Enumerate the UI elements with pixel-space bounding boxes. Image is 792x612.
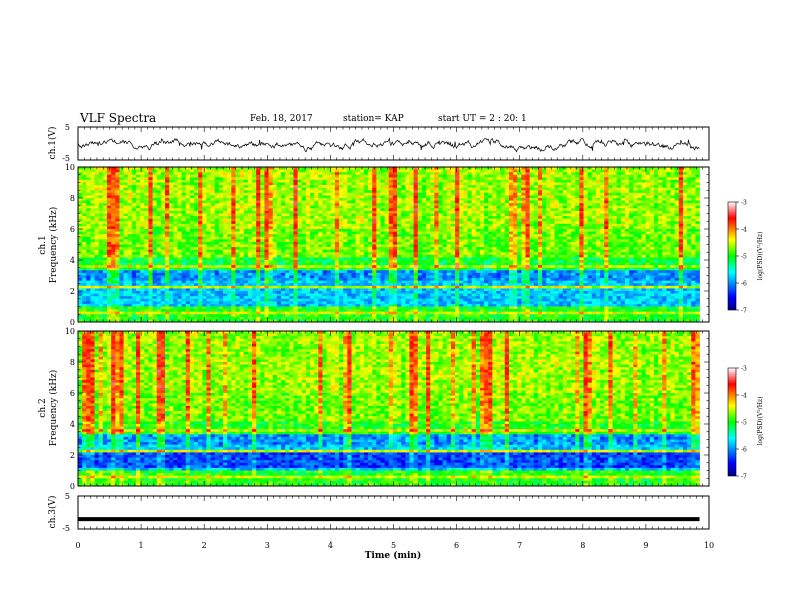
- time-axis-tick-labels: 0 1 2 3 4 5 6 7 8 9 10: [75, 541, 714, 550]
- colorbar-tick-label: -4: [741, 227, 747, 234]
- time-tick-label: 4: [328, 541, 333, 550]
- frequency-tick-label: 0: [70, 318, 75, 327]
- frequency-tick-label: 6: [70, 389, 75, 398]
- ch2-channel-label: ch.2: [38, 398, 48, 417]
- time-tick-label: 6: [454, 541, 459, 550]
- chart-title: VLF Spectra: [80, 111, 157, 125]
- ch2-spectrogram-yticks: 0 2 4 6 8 10: [65, 327, 709, 491]
- ch2-colorbar: [727, 367, 737, 477]
- ch1-colorbar: [727, 201, 737, 311]
- ch1-waveform-panel: 5 -5 ch.1(V): [47, 123, 710, 163]
- ch3-waveform-panel: 0 1 2 3 4 5 6 7 8 9 10 5 -5 ch.3(V) Time (min): [47, 492, 714, 561]
- colorbar-tick-label: -3: [741, 200, 747, 207]
- colorbar-tick-label: -6: [741, 447, 747, 454]
- ch3-waveform-xticks: [77, 496, 710, 529]
- colorbar-tick-label: -3: [741, 366, 747, 373]
- frequency-tick-label: 4: [70, 420, 75, 429]
- colorbar-tick-label: -7: [741, 308, 747, 315]
- colorbar-tick-label: -7: [741, 474, 747, 481]
- ch1-spectrogram-image: [78, 167, 700, 323]
- colorbar-tick-label: -5: [741, 420, 747, 427]
- ch2-colorbar-label: log(PSD)(V²/Hz): [757, 397, 764, 446]
- ch1-channel-label: ch.1: [38, 235, 48, 254]
- ch1-frequency-ylabel: Frequency (kHz): [48, 207, 59, 284]
- time-tick-label: 3: [265, 541, 270, 550]
- start-ut-label: start UT = 2 : 20: 1: [438, 114, 527, 124]
- ch1-ytick-neg5: -5: [62, 154, 70, 163]
- frequency-tick-label: 2: [70, 451, 75, 460]
- ch1-spectrogram-xticks: [77, 167, 710, 322]
- colorbar-tick-label: -4: [741, 393, 747, 400]
- frequency-tick-label: 6: [70, 225, 75, 234]
- colorbar-tick-label: -5: [741, 254, 747, 261]
- frequency-tick-label: 10: [65, 163, 75, 172]
- ch2-colorbar-ticks: -3 -4 -5 -6 -7: [736, 366, 747, 481]
- time-tick-label: 0: [75, 541, 80, 550]
- station-label: station= KAP: [343, 114, 404, 124]
- time-tick-label: 8: [580, 541, 585, 550]
- ch3-ytick-5: 5: [65, 492, 70, 501]
- ch1-ytick-5: 5: [65, 123, 70, 132]
- frequency-tick-label: 8: [70, 194, 75, 203]
- frequency-tick-label: 8: [70, 358, 75, 367]
- date-label: Feb. 18, 2017: [250, 114, 313, 124]
- ch1-colorbar-ticks: -3 -4 -5 -6 -7: [736, 200, 747, 315]
- time-tick-label: 7: [517, 541, 522, 550]
- frequency-tick-label: 4: [70, 256, 75, 265]
- time-axis-label: Time (min): [365, 550, 422, 561]
- time-tick-label: 10: [704, 541, 714, 550]
- ch1-colorbar-label: log(PSD)(V²/Hz): [757, 232, 764, 281]
- colorbar-tick-label: -6: [741, 281, 747, 288]
- frequency-tick-label: 0: [70, 482, 75, 491]
- time-tick-label: 5: [391, 541, 396, 550]
- ch2-spectrogram-xticks: [77, 331, 710, 486]
- ch1-waveform-trace: [77, 137, 700, 153]
- ch3-ytick-neg5: -5: [62, 524, 70, 533]
- ch1-spectrogram-yticks: 0 2 4 6 8 10: [65, 163, 709, 327]
- time-tick-label: 9: [643, 541, 648, 550]
- ch1-waveform-ylabel: ch.1(V): [47, 127, 58, 160]
- time-tick-label: 1: [139, 541, 144, 550]
- ch1-waveform-xticks: [77, 127, 710, 160]
- ch3-waveform-ylabel: ch.3(V): [47, 496, 58, 529]
- ch2-frequency-ylabel: Frequency (kHz): [48, 370, 59, 447]
- frequency-tick-label: 2: [70, 287, 75, 296]
- frequency-tick-label: 10: [65, 327, 75, 336]
- ch2-spectrogram-image: [78, 331, 700, 487]
- time-tick-label: 2: [202, 541, 207, 550]
